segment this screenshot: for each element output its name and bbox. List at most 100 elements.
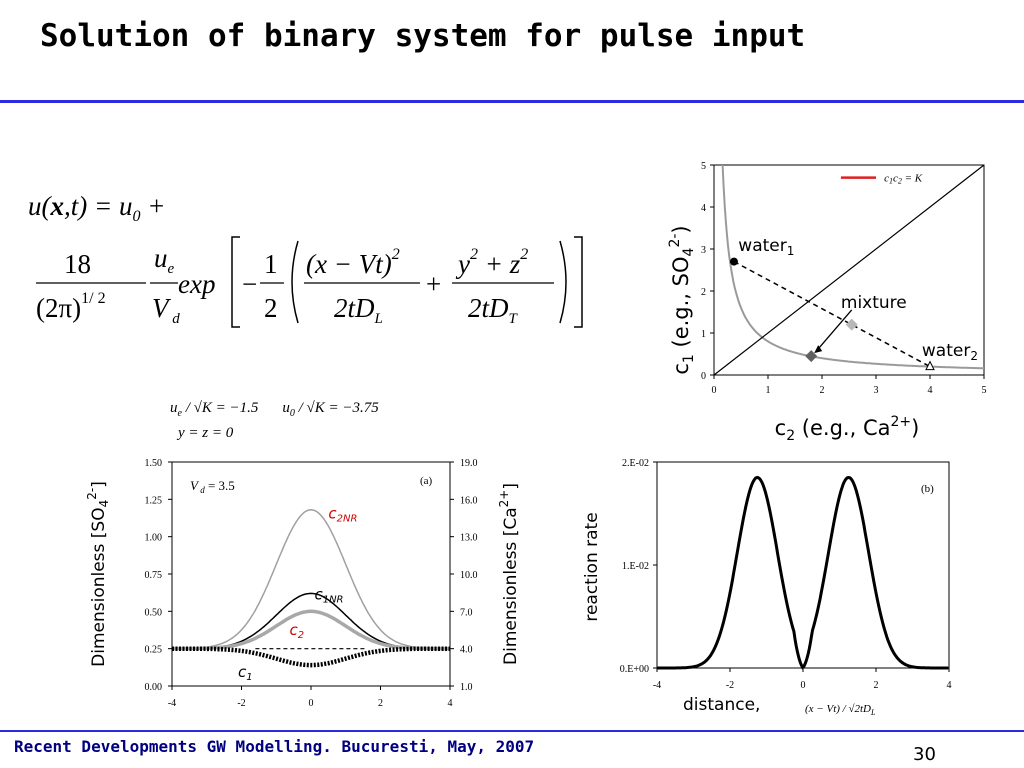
y2-tick-label: 16.0 (460, 495, 478, 506)
chart-c1-vs-c2: 0 1 2 3 4 5 0 1 2 3 4 5 water1 mixture water2 c1c2 = K c… (667, 161, 987, 444)
mixing-line (733, 260, 931, 368)
x-tick-label: -4 (168, 698, 176, 709)
param-line1: ue / √K = −1.5 u0 / √K = −3.75 (170, 400, 379, 419)
footer-text: Recent Developments GW Modelling. Bucure… (14, 737, 535, 756)
y-tick-label: 5 (701, 161, 706, 172)
diagonal-series (713, 164, 985, 376)
y-tick-label: 2 (701, 287, 706, 298)
series-c2 (172, 609, 450, 651)
x-tick-label: 4 (928, 385, 933, 396)
mixture-marker (845, 318, 858, 331)
series-reaction-rate (657, 475, 949, 670)
x-tick-label: 4 (947, 680, 952, 691)
x-axis-formula: (x − Vt) / √2tDL (805, 703, 876, 717)
plot-area (713, 164, 985, 376)
chart-b-reaction-rate: -4 -2 0 2 4 0.E+00 1.E-02 2.E-02 (b) reaction rat… (582, 458, 952, 717)
eq-termB-den: 2tDT (468, 293, 519, 327)
y-tick-label: 0.00 (145, 682, 163, 693)
plot-area (656, 461, 950, 669)
series-c1NR (172, 592, 450, 650)
y2-axis-label: Dimensionless [Ca2+] (497, 483, 521, 665)
y2-tick-label: 13.0 (460, 533, 478, 544)
mixture-arrow (816, 309, 853, 351)
eq-lhs: u(x,t) = u0 + (28, 191, 165, 225)
hyperbola-series (721, 164, 984, 370)
panel-note: V d = 3.5 (190, 478, 235, 495)
svg-text:−: − (242, 269, 257, 299)
x-tick-label: 2 (378, 698, 383, 709)
y-tick-label: 0.E+00 (620, 664, 649, 675)
legend-label: c1c2 = K (884, 173, 923, 186)
x-axis-label: c2 (e.g., Ca2+) (775, 414, 920, 444)
eq-frac1-den: (2π)1/ 2 (36, 290, 106, 323)
water2-marker (925, 360, 935, 371)
eq-frac2-num: ue (154, 243, 175, 277)
eq-half-den: 2 (264, 293, 278, 323)
y-tick-label: 1.25 (145, 495, 163, 506)
point-marker (805, 350, 818, 363)
eq-frac2-den: V d (152, 293, 180, 327)
param-line2: y = z = 0 (176, 425, 234, 441)
series-c1 (172, 646, 450, 668)
y-tick-label: 1 (701, 329, 706, 340)
x-tick-label: 0 (309, 698, 314, 709)
label-c2NR: c2NR (328, 505, 357, 525)
x-tick-label: 5 (982, 385, 987, 396)
x-tick-label: 1 (766, 385, 771, 396)
y2-tick-label: 10.0 (460, 570, 478, 581)
equation: u(x,t) = u0 + 18 (2π)1/ 2 ue V d exp − 1… (28, 191, 583, 328)
footer-divider (0, 730, 1024, 732)
label-mixture: mixture (841, 293, 907, 313)
y-axis-label: Dimensionless [SO42-] (85, 481, 111, 667)
plot-area (171, 461, 451, 687)
eq-termA-den: 2tDL (334, 293, 383, 327)
y-axis-label: reaction rate (582, 512, 602, 621)
slide-title: Solution of binary system for pulse inpu… (40, 18, 806, 54)
eq-half-num: 1 (264, 249, 278, 279)
y-tick-label: 0.50 (145, 607, 163, 618)
y2-tick-label: 1.0 (460, 682, 473, 693)
label-water1: water1 (738, 236, 794, 258)
water1-marker (729, 257, 738, 266)
y-tick-label: 2.E-02 (622, 458, 649, 469)
title-divider (0, 100, 1024, 103)
x-tick-label: 3 (874, 385, 879, 396)
x-tick-label: -2 (726, 680, 734, 691)
x-tick-label: 0 (712, 385, 717, 396)
series-c2NR (172, 509, 450, 650)
y-tick-label: 0.75 (145, 570, 163, 581)
y2-tick-label: 4.0 (460, 645, 473, 656)
eq-termB-num: y2 + z2 (455, 246, 528, 279)
y-tick-label: 0.25 (145, 645, 163, 656)
mixture-arrowhead (814, 345, 823, 354)
svg-text:+: + (426, 269, 441, 299)
page-number: 30 (913, 744, 936, 765)
y2-tick-label: 7.0 (460, 607, 473, 618)
x-tick-label: 2 (820, 385, 825, 396)
y2-tick-label: 19.0 (460, 458, 478, 469)
eq-frac1-num: 18 (64, 249, 91, 279)
panel-label: (b) (921, 483, 934, 495)
x-tick-label: -2 (237, 698, 245, 709)
y-tick-label: 1.E-02 (622, 561, 649, 572)
parameters: ue / √K = −1.5 u0 / √K = −3.75 y = z = 0 (170, 400, 379, 441)
y-tick-label: 0 (701, 371, 706, 382)
y-axis-label: c1 (e.g., SO42-) (667, 225, 697, 374)
y-tick-label: 1.00 (145, 533, 163, 544)
x-tick-label: -4 (653, 680, 661, 691)
y-tick-label: 4 (701, 203, 706, 214)
x-axis-label: distance, (683, 695, 760, 715)
x-tick-label: 0 (801, 680, 806, 691)
x-tick-label: 4 (448, 698, 453, 709)
label-c1: c1 (238, 663, 253, 683)
label-c2: c2 (289, 621, 304, 641)
y-tick-label: 1.50 (145, 458, 163, 469)
panel-label: (a) (420, 475, 433, 487)
label-water2: water2 (922, 341, 978, 363)
y-tick-label: 3 (701, 245, 706, 256)
eq-termA-num: (x − Vt)2 (306, 246, 400, 279)
chart-a-concentrations: -4 -2 0 2 4 0.00 0.25 0.50 0.75 1.00 1.25 1.50 1.0 4.… (85, 458, 521, 709)
eq-exp: exp (178, 269, 215, 299)
label-c1NR: c1NR (314, 585, 343, 605)
x-tick-label: 2 (874, 680, 879, 691)
